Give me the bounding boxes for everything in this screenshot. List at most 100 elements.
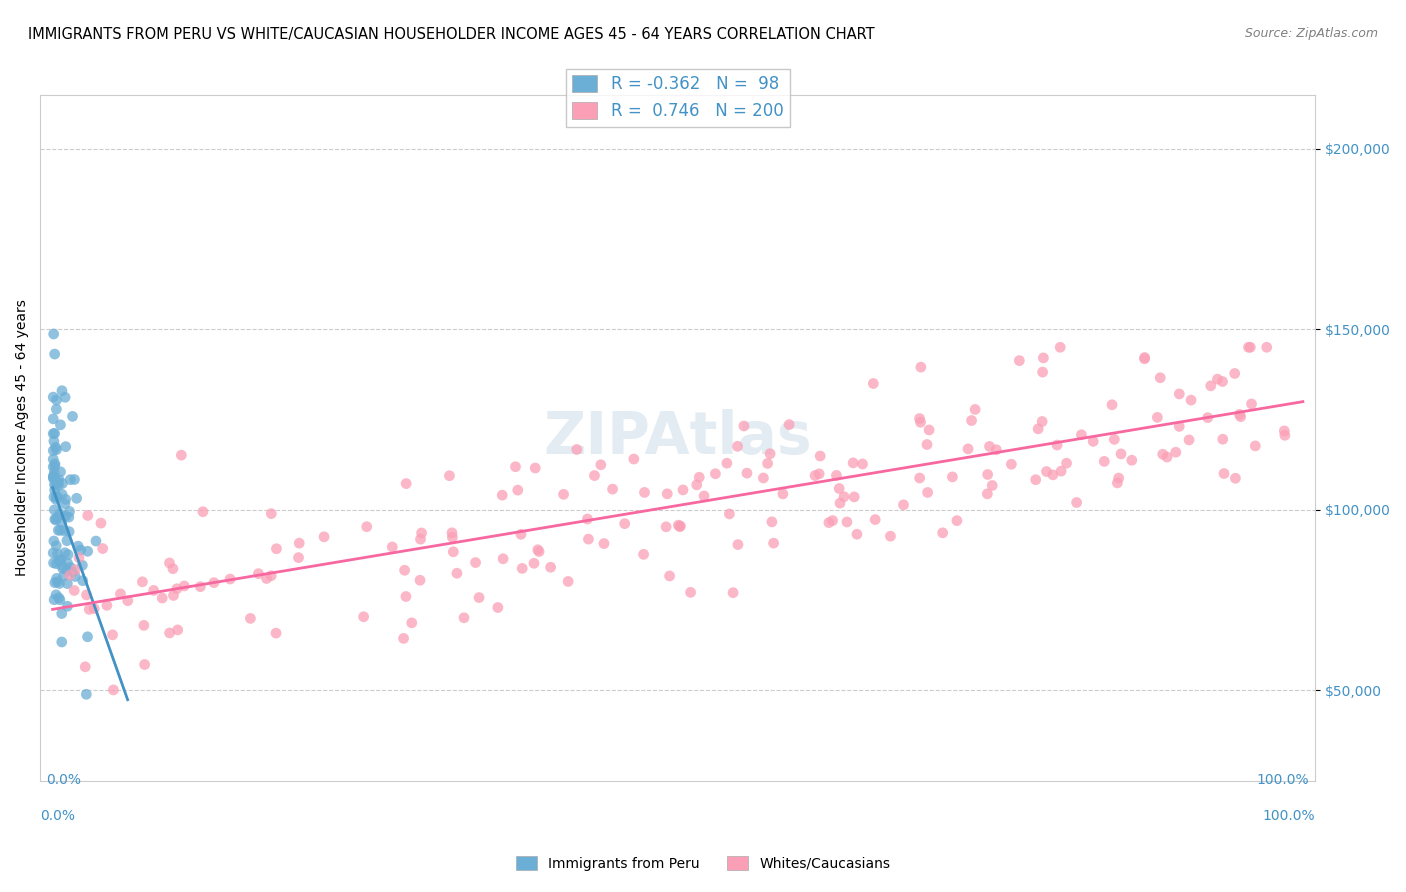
Point (51, 635, 73, 649)
Point (266, 541, 288, 556)
Point (756, 457, 779, 471)
Point (633, 485, 655, 500)
Point (101, 628, 124, 642)
Point (42, 426, 65, 441)
Point (44, 457, 66, 471)
Point (65, 563, 87, 577)
Point (44, 458, 66, 473)
Point (915, 437, 938, 451)
Point (42, 434, 65, 449)
Point (411, 525, 433, 540)
Point (219, 572, 242, 586)
Point (1256, 340, 1278, 354)
Point (45, 402, 67, 417)
Point (150, 591, 173, 605)
Point (879, 529, 901, 543)
Point (45, 489, 67, 503)
Point (56, 533, 79, 548)
Point (1025, 473, 1047, 487)
Point (45, 513, 67, 527)
Point (239, 611, 262, 625)
Legend: Immigrants from Peru, Whites/Caucasians: Immigrants from Peru, Whites/Caucasians (510, 850, 896, 876)
Point (159, 626, 181, 640)
Point (83, 601, 105, 615)
Point (356, 519, 378, 533)
Point (759, 447, 782, 461)
Point (59, 473, 82, 487)
Point (51, 607, 73, 621)
Point (1199, 378, 1222, 392)
Point (63, 569, 86, 583)
Point (51, 476, 73, 491)
Point (46, 475, 69, 490)
Point (1164, 445, 1187, 459)
Point (657, 487, 679, 501)
Point (191, 505, 214, 519)
Point (49, 507, 72, 521)
Point (1206, 372, 1229, 386)
Point (1109, 447, 1132, 461)
Point (1046, 438, 1069, 452)
Point (45, 440, 67, 454)
Point (1026, 422, 1049, 436)
Point (288, 536, 311, 550)
Point (553, 487, 575, 501)
Point (486, 600, 509, 615)
Point (46, 490, 69, 504)
Point (523, 556, 546, 570)
Point (166, 623, 188, 637)
Point (510, 561, 533, 575)
Point (565, 442, 588, 457)
Point (613, 516, 636, 531)
Point (44, 466, 66, 480)
Point (67, 539, 90, 553)
Point (62, 409, 84, 424)
Point (931, 525, 953, 540)
Point (679, 585, 702, 599)
Point (131, 574, 153, 589)
Point (42, 326, 65, 341)
Point (394, 563, 416, 577)
Point (53, 546, 76, 560)
Text: Source: ZipAtlas.com: Source: ZipAtlas.com (1244, 27, 1378, 40)
Point (1070, 427, 1092, 442)
Point (593, 536, 616, 550)
Point (103, 682, 125, 697)
Point (1032, 365, 1054, 379)
Point (162, 562, 184, 576)
Point (42, 459, 65, 474)
Point (96, 599, 118, 613)
Point (981, 478, 1004, 492)
Point (42, 533, 65, 548)
Point (506, 483, 529, 497)
Point (44, 503, 66, 517)
Point (583, 468, 606, 483)
Point (1239, 340, 1261, 354)
Point (76, 588, 98, 602)
Point (44, 483, 66, 497)
Point (162, 589, 184, 603)
Point (45, 393, 67, 408)
Point (44, 575, 66, 590)
Point (90, 516, 112, 530)
Point (46, 510, 69, 524)
Point (1121, 453, 1143, 467)
Point (1050, 464, 1073, 478)
Point (42, 471, 65, 485)
Point (53, 524, 76, 538)
Point (1274, 428, 1296, 442)
Point (979, 439, 1001, 453)
Point (44, 426, 66, 441)
Point (862, 376, 884, 391)
Point (960, 413, 983, 427)
Point (1083, 434, 1105, 449)
Point (735, 466, 758, 480)
Point (825, 468, 848, 483)
Point (1108, 471, 1130, 485)
Point (669, 519, 692, 533)
Point (45, 588, 67, 602)
Point (75, 687, 97, 701)
Point (110, 587, 132, 601)
Point (527, 544, 550, 558)
Point (56, 556, 79, 570)
